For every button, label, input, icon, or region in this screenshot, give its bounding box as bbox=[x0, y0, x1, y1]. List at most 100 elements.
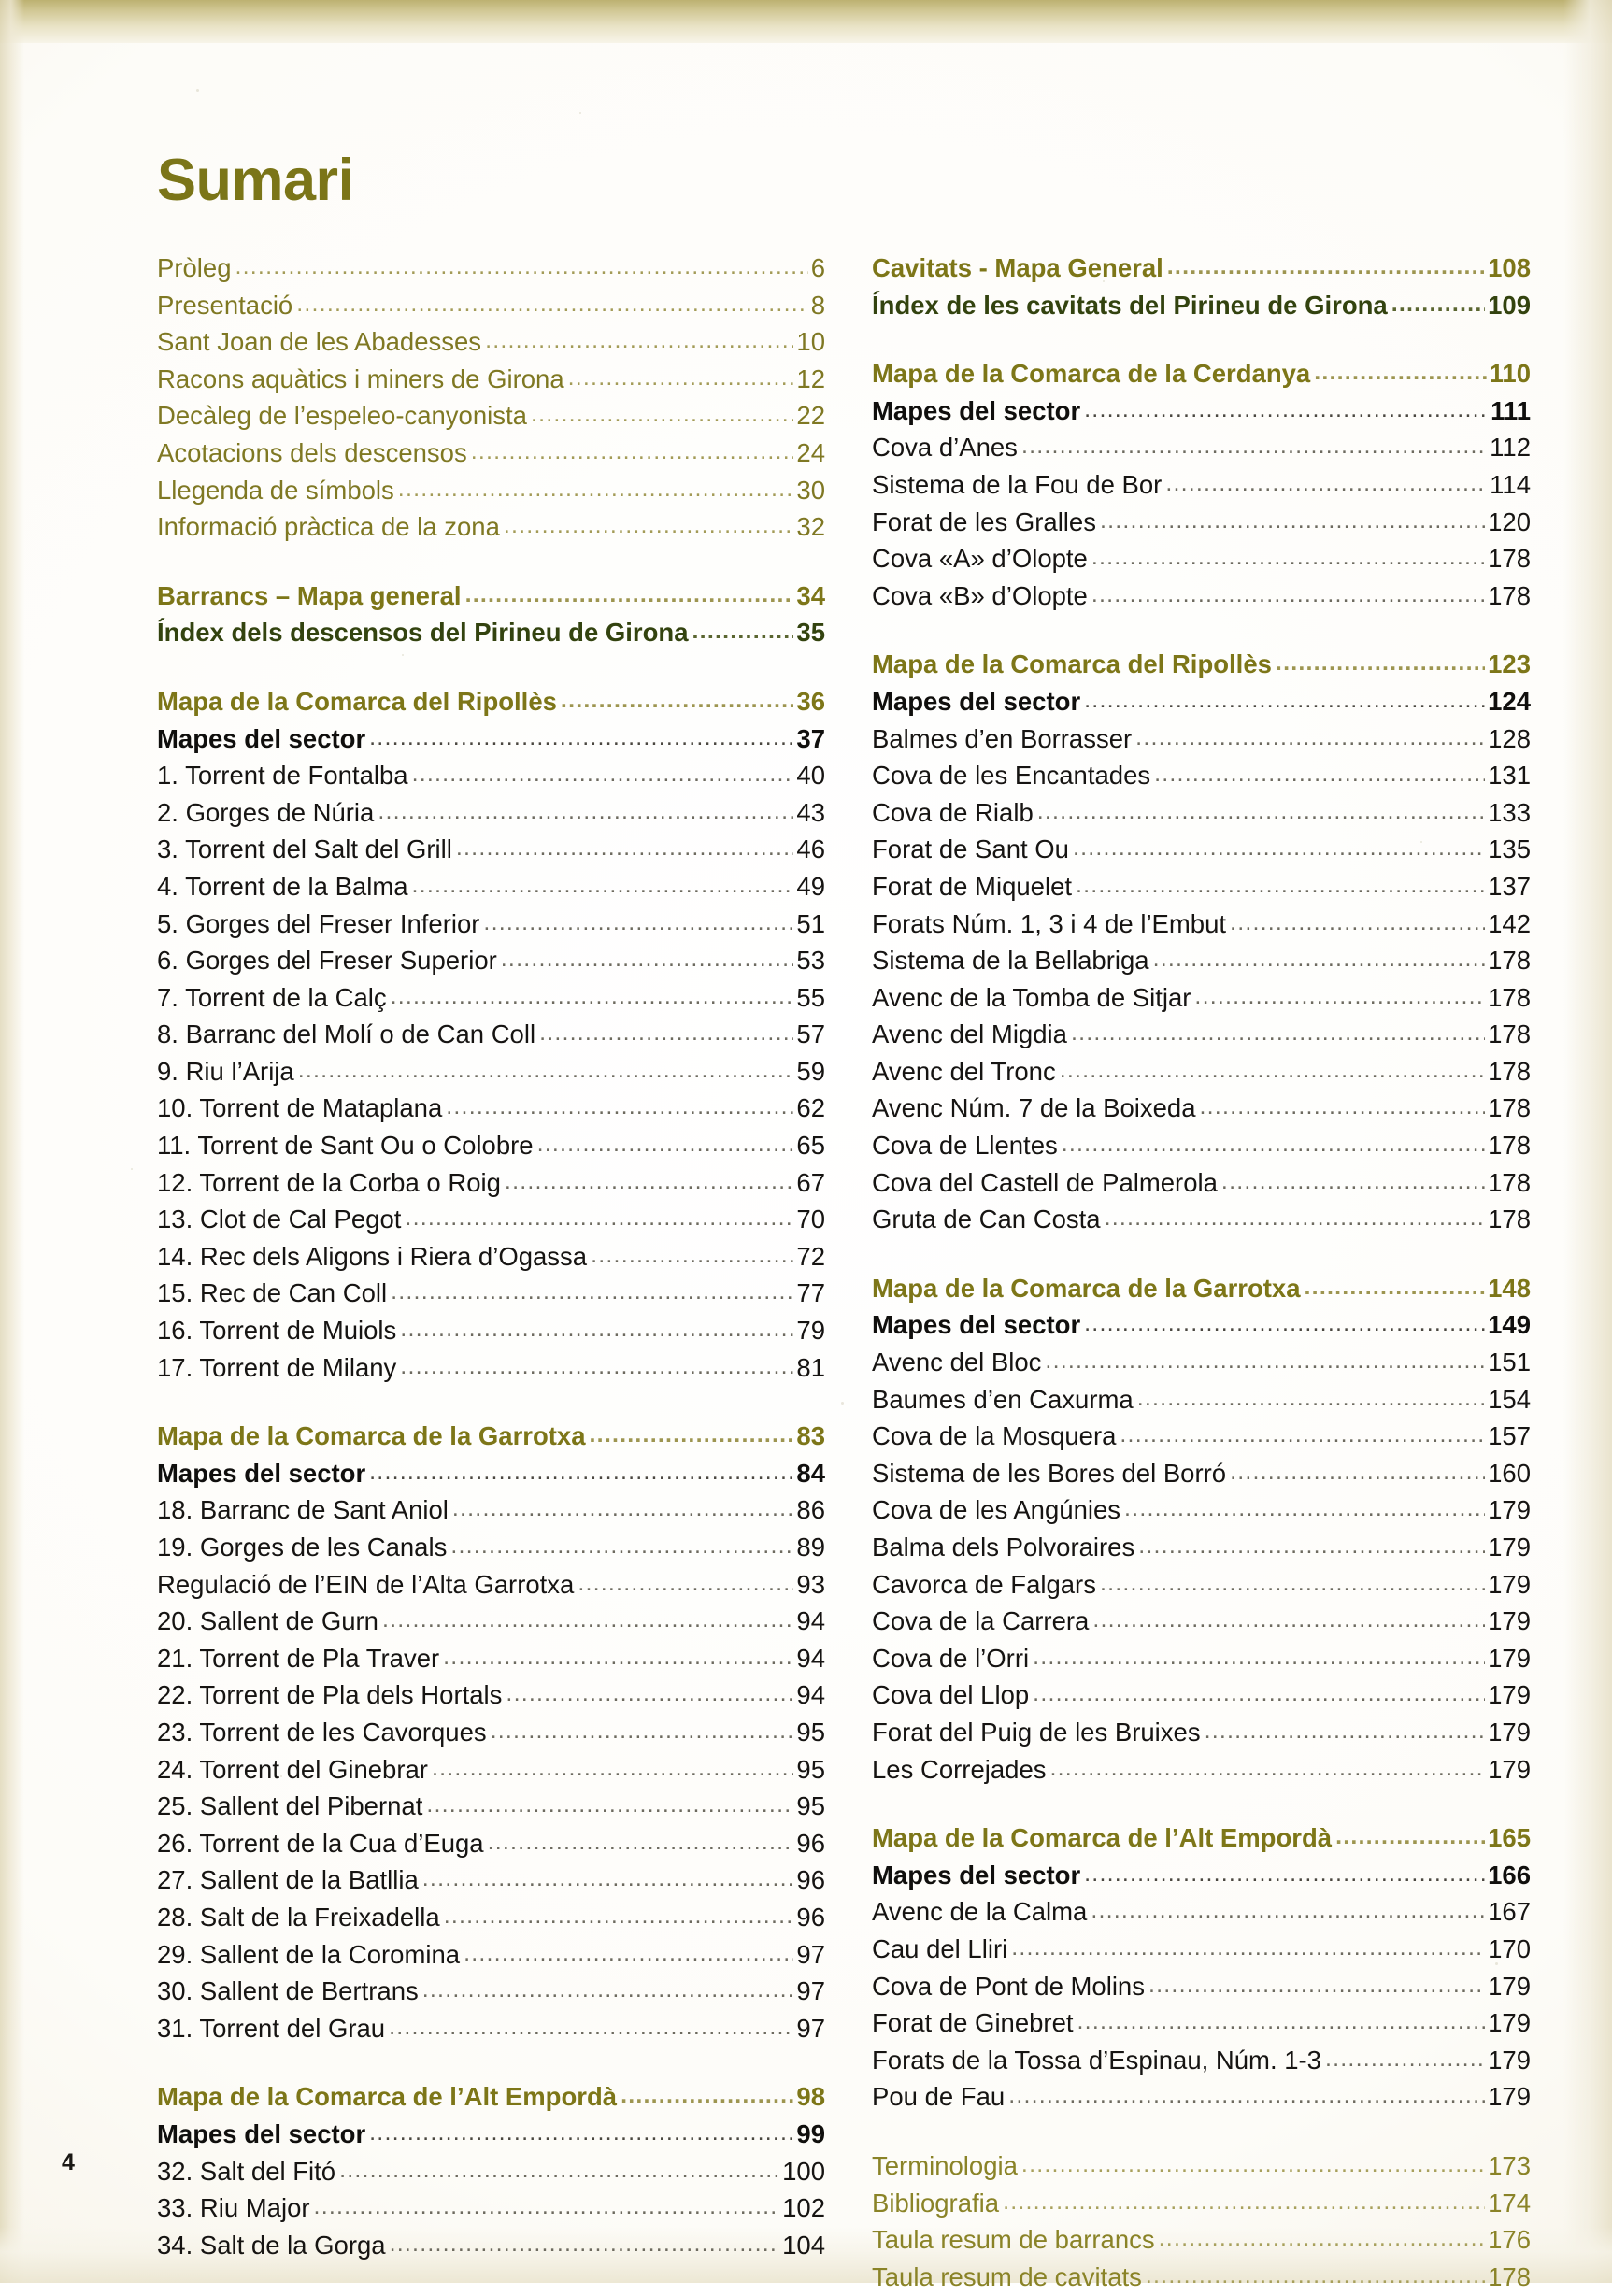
toc-entry[interactable]: Avenc del Migdia........................… bbox=[872, 1017, 1531, 1054]
toc-entry[interactable]: 33. Riu Major...........................… bbox=[157, 2190, 825, 2228]
toc-entry[interactable]: 13. Clot de Cal Pegot...................… bbox=[157, 1202, 825, 1239]
toc-entry[interactable]: Sistema de les Bores del Borró..........… bbox=[872, 1456, 1531, 1493]
toc-entry[interactable]: Cova de l’Orri..........................… bbox=[872, 1641, 1531, 1678]
toc-entry[interactable]: Presentació.............................… bbox=[157, 288, 825, 325]
toc-entry[interactable]: Mapes del sector........................… bbox=[157, 1456, 825, 1493]
toc-entry[interactable]: Mapa de la Comarca de l’Alt Empordà.....… bbox=[872, 1820, 1531, 1858]
toc-entry[interactable]: 4. Torrent de la Balma..................… bbox=[157, 869, 825, 906]
toc-entry[interactable]: Mapes del sector........................… bbox=[157, 2117, 825, 2154]
toc-entry[interactable]: Informació pràctica de la zona..........… bbox=[157, 509, 825, 547]
toc-entry[interactable]: Avenc de la Calma.......................… bbox=[872, 1894, 1531, 1932]
toc-entry[interactable]: 29. Sallent de la Coromina..............… bbox=[157, 1937, 825, 1975]
toc-entry[interactable]: Racons aquàtics i miners de Girona......… bbox=[157, 362, 825, 399]
toc-entry[interactable]: Regulació de l’EIN de l’Alta Garrotxa...… bbox=[157, 1567, 825, 1604]
toc-entry[interactable]: Barrancs – Mapa general.................… bbox=[157, 578, 825, 616]
toc-entry[interactable]: 19. Gorges de les Canals................… bbox=[157, 1530, 825, 1567]
toc-entry[interactable]: Taula resum de barrancs.................… bbox=[872, 2222, 1531, 2260]
toc-entry[interactable]: Avenc Núm. 7 de la Boixeda..............… bbox=[872, 1091, 1531, 1128]
toc-entry[interactable]: Cova de les Encantades..................… bbox=[872, 758, 1531, 795]
toc-entry[interactable]: 7. Torrent de la Calç...................… bbox=[157, 980, 825, 1018]
toc-entry[interactable]: 34. Salt de la Gorga....................… bbox=[157, 2228, 825, 2265]
toc-entry[interactable]: Terminologia............................… bbox=[872, 2148, 1531, 2186]
toc-entry[interactable]: Cavorca de Falgars......................… bbox=[872, 1567, 1531, 1604]
toc-entry[interactable]: 17. Torrent de Milany...................… bbox=[157, 1350, 825, 1388]
toc-entry[interactable]: Mapa de la Comarca de la Cerdanya.......… bbox=[872, 356, 1531, 393]
toc-entry[interactable]: Les Correjades..........................… bbox=[872, 1752, 1531, 1790]
toc-entry[interactable]: Bibliografia............................… bbox=[872, 2186, 1531, 2223]
toc-entry[interactable]: Avenc de la Tomba de Sitjar.............… bbox=[872, 980, 1531, 1018]
toc-entry[interactable]: Cova de la Mosquera.....................… bbox=[872, 1419, 1531, 1456]
toc-entry[interactable]: 28. Salt de la Freixadella..............… bbox=[157, 1900, 825, 1937]
toc-entry[interactable]: Índex dels descensos del Pirineu de Giro… bbox=[157, 615, 825, 652]
toc-entry[interactable]: 11. Torrent de Sant Ou o Colobre........… bbox=[157, 1128, 825, 1165]
toc-entry[interactable]: 25. Sallent del Pibernat................… bbox=[157, 1789, 825, 1826]
toc-entry[interactable]: Gruta de Can Costa......................… bbox=[872, 1202, 1531, 1239]
toc-entry[interactable]: 1. Torrent de Fontalba..................… bbox=[157, 758, 825, 795]
toc-entry[interactable]: Forat de Miquelet.......................… bbox=[872, 869, 1531, 906]
toc-entry[interactable]: Decàleg de l’espeleo-canyonista.........… bbox=[157, 398, 825, 435]
toc-entry[interactable]: 26. Torrent de la Cua d’Euga............… bbox=[157, 1826, 825, 1863]
toc-entry[interactable]: 24. Torrent del Ginebrar................… bbox=[157, 1752, 825, 1790]
toc-entry[interactable]: Mapa de la Comarca de la Garrotxa.......… bbox=[157, 1419, 825, 1456]
toc-entry[interactable]: Cova de Llentes.........................… bbox=[872, 1128, 1531, 1165]
toc-entry[interactable]: 27. Sallent de la Batllia...............… bbox=[157, 1862, 825, 1900]
toc-entry[interactable]: Cavitats - Mapa General.................… bbox=[872, 250, 1531, 288]
toc-entry[interactable]: 12. Torrent de la Corba o Roig..........… bbox=[157, 1165, 825, 1203]
toc-entry[interactable]: Mapa de la Comarca de la Garrotxa.......… bbox=[872, 1271, 1531, 1308]
toc-entry[interactable]: Cova de Pont de Molins..................… bbox=[872, 1969, 1531, 2006]
toc-entry[interactable]: 9. Riu l’Arija..........................… bbox=[157, 1054, 825, 1091]
toc-entry[interactable]: Cova del Castell de Palmerola...........… bbox=[872, 1165, 1531, 1203]
toc-entry[interactable]: Balmes d’en Borrasser...................… bbox=[872, 721, 1531, 759]
toc-entry[interactable]: 32. Salt del Fitó.......................… bbox=[157, 2154, 825, 2191]
toc-entry[interactable]: 14. Rec dels Aligons i Riera d’Ogassa...… bbox=[157, 1239, 825, 1276]
toc-entry[interactable]: Balma dels Polvoraires..................… bbox=[872, 1530, 1531, 1567]
toc-entry[interactable]: Índex de les cavitats del Pirineu de Gir… bbox=[872, 288, 1531, 325]
toc-entry[interactable]: Forat de Ginebret.......................… bbox=[872, 2005, 1531, 2043]
toc-entry[interactable]: Forat de Sant Ou........................… bbox=[872, 832, 1531, 869]
toc-entry[interactable]: 18. Barranc de Sant Aniol...............… bbox=[157, 1492, 825, 1530]
toc-entry[interactable]: Avenc del Tronc.........................… bbox=[872, 1054, 1531, 1091]
toc-entry[interactable]: 15. Rec de Can Coll.....................… bbox=[157, 1276, 825, 1313]
toc-entry[interactable]: Cova de la Carrera......................… bbox=[872, 1604, 1531, 1641]
toc-entry[interactable]: 21. Torrent de Pla Traver...............… bbox=[157, 1641, 825, 1678]
toc-entry[interactable]: Mapes del sector........................… bbox=[872, 1307, 1531, 1345]
toc-entry[interactable]: 30. Sallent de Bertrans.................… bbox=[157, 1974, 825, 2011]
toc-entry[interactable]: 2. Gorges de Núria......................… bbox=[157, 795, 825, 833]
toc-entry[interactable]: Sistema de la Fou de Bor................… bbox=[872, 467, 1531, 505]
toc-entry[interactable]: Llegenda de símbols.....................… bbox=[157, 473, 825, 510]
toc-entry[interactable]: 31. Torrent del Grau....................… bbox=[157, 2011, 825, 2048]
toc-entry[interactable]: Mapes del sector........................… bbox=[872, 393, 1531, 431]
toc-entry[interactable]: Sistema de la Bellabriga................… bbox=[872, 943, 1531, 980]
toc-entry[interactable]: Cova «A» d’Olopte.......................… bbox=[872, 541, 1531, 578]
toc-entry[interactable]: 22. Torrent de Pla dels Hortals.........… bbox=[157, 1677, 825, 1715]
toc-entry[interactable]: Mapa de la Comarca del Ripollès.........… bbox=[157, 684, 825, 721]
toc-entry[interactable]: Taula resum de cavitats.................… bbox=[872, 2260, 1531, 2296]
toc-entry[interactable]: Baumes d’en Caxurma.....................… bbox=[872, 1382, 1531, 1419]
toc-entry[interactable]: 8. Barranc del Molí o de Can Coll.......… bbox=[157, 1017, 825, 1054]
toc-entry[interactable]: Sant Joan de les Abadesses..............… bbox=[157, 324, 825, 362]
toc-entry[interactable]: Avenc del Bloc..........................… bbox=[872, 1345, 1531, 1382]
toc-entry[interactable]: Pròleg..................................… bbox=[157, 250, 825, 288]
toc-entry[interactable]: 6. Gorges del Freser Superior...........… bbox=[157, 943, 825, 980]
toc-entry[interactable]: 16. Torrent de Muiols...................… bbox=[157, 1313, 825, 1350]
toc-entry[interactable]: Cau del Lliri...........................… bbox=[872, 1932, 1531, 1969]
toc-entry[interactable]: Cova de Rialb...........................… bbox=[872, 795, 1531, 833]
toc-entry[interactable]: Mapes del sector........................… bbox=[872, 1858, 1531, 1895]
toc-entry[interactable]: 5. Gorges del Freser Inferior...........… bbox=[157, 906, 825, 944]
toc-entry[interactable]: 23. Torrent de les Cavorques............… bbox=[157, 1715, 825, 1752]
toc-entry[interactable]: Acotacions dels descensos...............… bbox=[157, 435, 825, 473]
toc-entry[interactable]: Mapa de la Comarca de l’Alt Empordà.....… bbox=[157, 2079, 825, 2117]
toc-entry[interactable]: Pou de Fau..............................… bbox=[872, 2079, 1531, 2117]
toc-entry[interactable]: 10. Torrent de Mataplana................… bbox=[157, 1091, 825, 1128]
toc-entry[interactable]: 20. Sallent de Gurn.....................… bbox=[157, 1604, 825, 1641]
toc-entry[interactable]: Forat del Puig de les Bruixes...........… bbox=[872, 1715, 1531, 1752]
toc-entry[interactable]: Cova «B» d’Olopte.......................… bbox=[872, 578, 1531, 616]
toc-entry[interactable]: Forats de la Tossa d’Espinau, Núm. 1-3..… bbox=[872, 2043, 1531, 2080]
toc-entry[interactable]: Mapes del sector........................… bbox=[157, 721, 825, 759]
toc-entry[interactable]: Cova del Llop...........................… bbox=[872, 1677, 1531, 1715]
toc-entry[interactable]: Forat de les Gralles....................… bbox=[872, 505, 1531, 542]
toc-entry[interactable]: Forats Núm. 1, 3 i 4 de l’Embut.........… bbox=[872, 906, 1531, 944]
toc-entry[interactable]: Mapa de la Comarca del Ripollès.........… bbox=[872, 647, 1531, 684]
toc-entry[interactable]: 3. Torrent del Salt del Grill...........… bbox=[157, 832, 825, 869]
toc-entry[interactable]: Cova de les Angúnies....................… bbox=[872, 1492, 1531, 1530]
